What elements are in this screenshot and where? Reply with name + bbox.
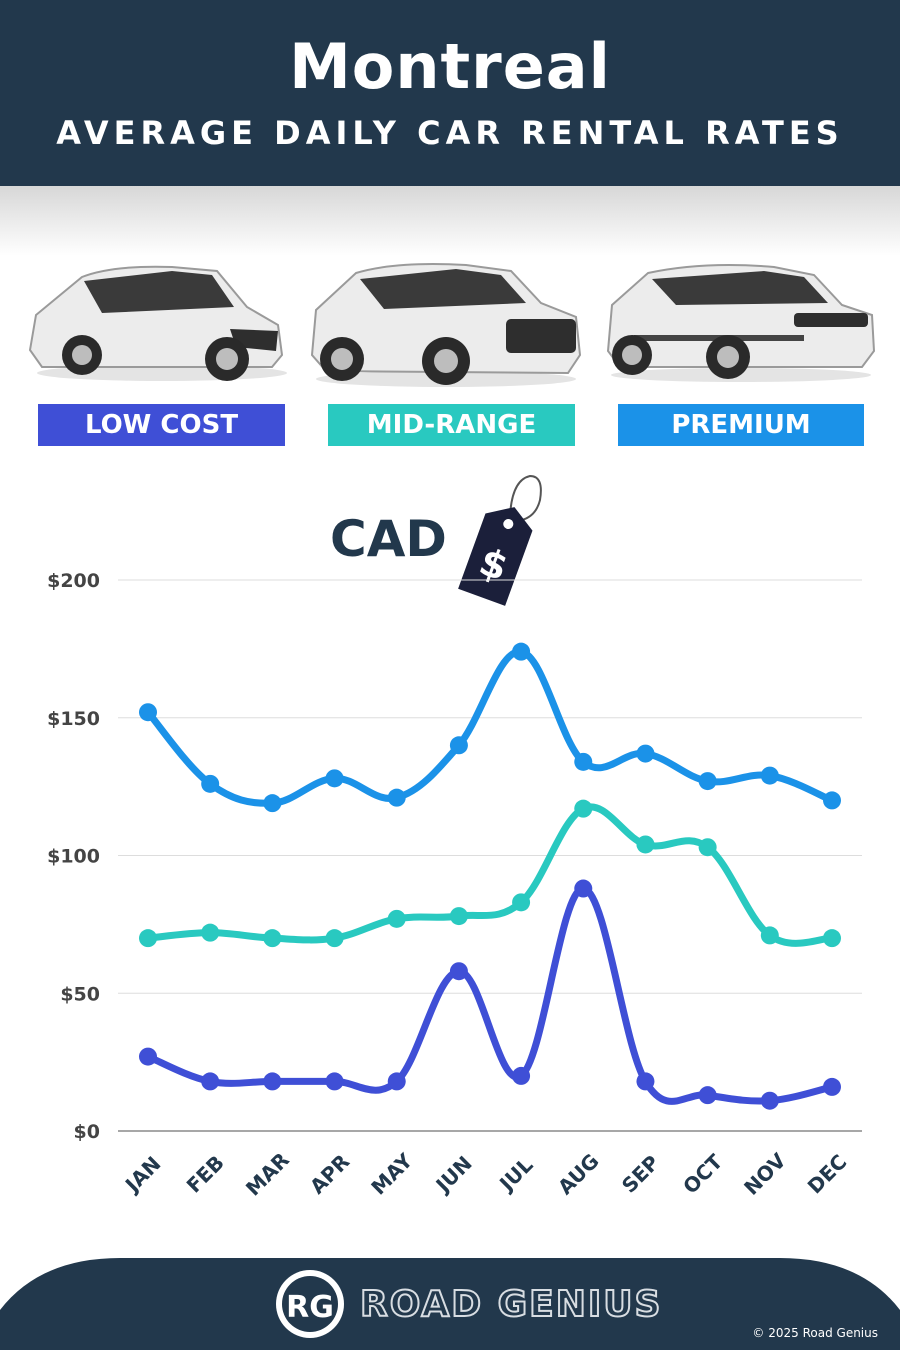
currency-label: CAD [330, 510, 447, 568]
legend-premium: PREMIUM [618, 404, 864, 446]
data-point-mid-range [325, 929, 344, 948]
data-point-premium [636, 744, 655, 763]
data-point-low-cost [823, 1077, 841, 1096]
data-point-low-cost [325, 1072, 344, 1091]
data-point-low-cost [760, 1091, 779, 1110]
data-point-mid-range [698, 838, 717, 857]
data-point-low-cost [201, 1072, 220, 1091]
data-point-low-cost [698, 1086, 717, 1105]
data-point-mid-range [636, 835, 655, 854]
y-tick-label: $150 [47, 708, 100, 730]
data-point-low-cost [636, 1072, 655, 1091]
legend-low-cost: LOW COST [38, 404, 285, 446]
logo-icon: RG [286, 1290, 334, 1325]
x-tick-label: FEB [182, 1151, 229, 1198]
data-point-premium [512, 642, 531, 661]
page-title: Montreal [289, 30, 611, 103]
y-tick-label: $100 [47, 846, 100, 868]
brand-name: ROAD GENIUS [359, 1283, 663, 1326]
x-tick-label: JUL [493, 1153, 537, 1197]
data-point-premium [139, 703, 157, 722]
data-point-mid-range [263, 929, 282, 948]
page-subtitle: AVERAGE DAILY CAR RENTAL RATES [56, 114, 844, 152]
data-point-premium [325, 769, 344, 788]
suv-car-image [310, 263, 582, 387]
x-tick-label: JAN [119, 1152, 165, 1198]
hatchback-car-image [28, 265, 287, 381]
data-point-mid-range [760, 926, 779, 945]
series-line-premium [144, 648, 836, 807]
data-point-mid-range [139, 929, 157, 948]
copyright-text: © 2025 Road Genius [752, 1326, 878, 1340]
x-tick-label: NOV [739, 1148, 791, 1200]
data-point-low-cost [387, 1072, 406, 1091]
data-point-mid-range [449, 907, 468, 926]
header-banner: Montreal AVERAGE DAILY CAR RENTAL RATES [0, 0, 900, 186]
y-tick-label: $200 [47, 570, 100, 592]
data-point-premium [574, 752, 593, 771]
data-point-low-cost [449, 962, 468, 981]
x-tick-label: DEC [803, 1150, 852, 1199]
data-point-low-cost [512, 1066, 531, 1085]
data-point-premium [698, 772, 717, 791]
data-point-premium [449, 736, 468, 755]
x-tick-label: SEP [617, 1150, 664, 1197]
premium-suv-car-image [606, 264, 876, 382]
x-tick-label: APR [305, 1149, 354, 1198]
data-point-mid-range [823, 929, 841, 948]
price-tag-icon: $ [458, 474, 542, 606]
rental-rates-line-chart: $0 $50 $100 $150 $200 JAN FEB MAR APR MAY JUN JUL A… [47, 570, 862, 1201]
data-point-mid-range [387, 909, 406, 928]
data-point-mid-range [574, 799, 593, 818]
series-line-mid-range [144, 803, 836, 947]
data-point-premium [263, 794, 282, 813]
x-tick-label: JUN [430, 1151, 477, 1198]
y-tick-label: $0 [74, 1121, 100, 1143]
x-tick-label: AUG [553, 1149, 604, 1200]
x-tick-label: MAY [366, 1148, 417, 1199]
footer-band: RG [0, 1258, 900, 1350]
data-point-premium [823, 791, 841, 810]
x-tick-label: OCT [678, 1149, 727, 1198]
data-point-low-cost [139, 1047, 157, 1066]
data-point-premium [387, 788, 406, 807]
data-point-premium [201, 774, 220, 793]
data-point-mid-range [201, 923, 220, 942]
y-tick-label: $50 [60, 983, 100, 1005]
data-point-low-cost [263, 1072, 282, 1091]
x-tick-label: MAR [241, 1148, 294, 1201]
legend-mid-range: MID-RANGE [328, 404, 575, 446]
series-line-low-cost [144, 885, 836, 1105]
header-shadow [0, 186, 900, 256]
data-point-premium [760, 766, 779, 785]
data-point-mid-range [512, 893, 531, 912]
data-point-low-cost [574, 879, 593, 898]
